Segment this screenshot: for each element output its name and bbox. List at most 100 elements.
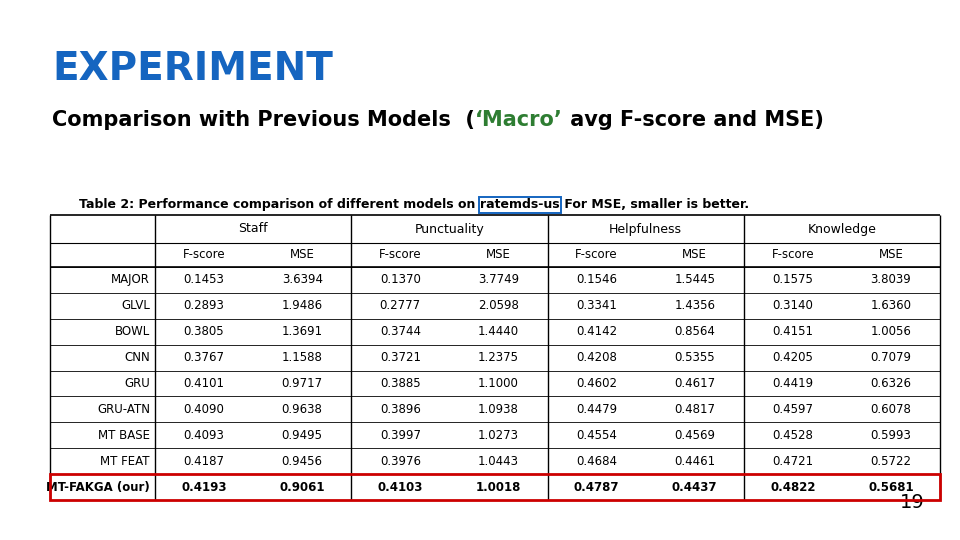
Text: F-score: F-score [575, 248, 618, 261]
Text: 0.2777: 0.2777 [380, 299, 420, 312]
Text: 1.4440: 1.4440 [478, 325, 519, 338]
Text: 1.0443: 1.0443 [478, 455, 519, 468]
Text: 0.3896: 0.3896 [380, 403, 420, 416]
Text: 0.3805: 0.3805 [183, 325, 225, 338]
Text: 0.1546: 0.1546 [576, 273, 617, 286]
Text: 0.8564: 0.8564 [674, 325, 715, 338]
Text: 0.1453: 0.1453 [183, 273, 225, 286]
Text: 1.0018: 1.0018 [476, 481, 521, 494]
Text: MT FEAT: MT FEAT [101, 455, 150, 468]
Text: 1.0938: 1.0938 [478, 403, 518, 416]
Text: 0.5993: 0.5993 [871, 429, 911, 442]
Text: MT BASE: MT BASE [98, 429, 150, 442]
Text: MAJOR: MAJOR [111, 273, 150, 286]
Bar [50, 474, 940, 500]
Text: 0.4093: 0.4093 [183, 429, 225, 442]
Text: 0.4208: 0.4208 [576, 351, 617, 364]
Text: F-score: F-score [379, 248, 421, 261]
Text: 0.4101: 0.4101 [183, 377, 225, 390]
Text: MSE: MSE [683, 248, 708, 261]
Text: ‘Macro’: ‘Macro’ [475, 110, 563, 130]
Text: 0.4419: 0.4419 [772, 377, 813, 390]
Text: 0.4205: 0.4205 [773, 351, 813, 364]
Text: MT-FAKGA (our): MT-FAKGA (our) [46, 481, 150, 494]
Text: 1.2375: 1.2375 [478, 351, 519, 364]
Text: 1.1588: 1.1588 [281, 351, 323, 364]
Text: 0.4187: 0.4187 [183, 455, 225, 468]
Text: 0.3721: 0.3721 [380, 351, 420, 364]
Text: 0.6326: 0.6326 [871, 377, 911, 390]
Text: 0.9717: 0.9717 [281, 377, 323, 390]
Text: 0.3997: 0.3997 [380, 429, 420, 442]
Text: MSE: MSE [290, 248, 315, 261]
Text: 0.1575: 0.1575 [773, 273, 813, 286]
Text: 0.4817: 0.4817 [674, 403, 715, 416]
Text: 2.0598: 2.0598 [478, 299, 518, 312]
Text: 1.0273: 1.0273 [478, 429, 519, 442]
Text: Helpfulness: Helpfulness [610, 222, 683, 235]
Text: 0.5681: 0.5681 [868, 481, 914, 494]
Text: Table 2: Performance comparison of different models on: Table 2: Performance comparison of diffe… [80, 198, 480, 211]
Text: EXPERIMENT: EXPERIMENT [52, 50, 333, 88]
Text: Knowledge: Knowledge [807, 222, 876, 235]
Text: BOWL: BOWL [115, 325, 150, 338]
Text: 0.4528: 0.4528 [773, 429, 813, 442]
Text: 1.4356: 1.4356 [674, 299, 715, 312]
Text: 0.9638: 0.9638 [281, 403, 323, 416]
Text: F-score: F-score [182, 248, 226, 261]
Text: F-score: F-score [772, 248, 814, 261]
Text: ratemds-us: ratemds-us [480, 198, 560, 211]
Text: 0.4437: 0.4437 [672, 481, 717, 494]
Text: 0.4090: 0.4090 [183, 403, 225, 416]
Text: 0.4602: 0.4602 [576, 377, 617, 390]
Text: 19: 19 [900, 493, 925, 512]
Text: 0.4142: 0.4142 [576, 325, 617, 338]
Text: 1.9486: 1.9486 [281, 299, 323, 312]
Text: 0.3341: 0.3341 [576, 299, 617, 312]
Text: 0.4721: 0.4721 [772, 455, 813, 468]
Text: GRU: GRU [124, 377, 150, 390]
Text: 1.3691: 1.3691 [281, 325, 323, 338]
Text: avg F-score and MSE): avg F-score and MSE) [563, 110, 824, 130]
Text: 0.4479: 0.4479 [576, 403, 617, 416]
Text: MSE: MSE [486, 248, 511, 261]
Text: GRU-ATN: GRU-ATN [97, 403, 150, 416]
Text: 0.9061: 0.9061 [279, 481, 324, 494]
Text: 0.5722: 0.5722 [871, 455, 911, 468]
Text: 3.6394: 3.6394 [281, 273, 323, 286]
Text: For MSE, smaller is better.: For MSE, smaller is better. [560, 198, 749, 211]
Text: 0.9456: 0.9456 [281, 455, 323, 468]
Text: 0.2893: 0.2893 [183, 299, 225, 312]
Text: 0.4103: 0.4103 [377, 481, 423, 494]
Text: 0.4822: 0.4822 [770, 481, 816, 494]
Text: 0.4151: 0.4151 [772, 325, 813, 338]
Text: 0.3744: 0.3744 [380, 325, 420, 338]
Text: 0.9495: 0.9495 [281, 429, 323, 442]
Text: Staff: Staff [238, 222, 268, 235]
Text: GLVL: GLVL [121, 299, 150, 312]
Text: 0.6078: 0.6078 [871, 403, 911, 416]
Text: 0.3767: 0.3767 [183, 351, 225, 364]
Text: 0.1370: 0.1370 [380, 273, 420, 286]
Text: 0.4684: 0.4684 [576, 455, 617, 468]
Text: 0.4617: 0.4617 [674, 377, 715, 390]
Text: 1.6360: 1.6360 [871, 299, 911, 312]
Text: 1.0056: 1.0056 [871, 325, 911, 338]
Text: 0.4193: 0.4193 [181, 481, 227, 494]
Bar [478, 197, 562, 213]
Text: 1.1000: 1.1000 [478, 377, 518, 390]
Text: Comparison with Previous Models  (: Comparison with Previous Models ( [52, 110, 475, 130]
Text: 3.7749: 3.7749 [478, 273, 519, 286]
Text: CNN: CNN [124, 351, 150, 364]
Text: 0.5355: 0.5355 [674, 351, 715, 364]
Text: 0.3140: 0.3140 [773, 299, 813, 312]
Text: 0.3885: 0.3885 [380, 377, 420, 390]
Text: 0.4554: 0.4554 [576, 429, 617, 442]
Text: 0.4461: 0.4461 [674, 455, 715, 468]
Text: 0.7079: 0.7079 [871, 351, 911, 364]
Text: 0.3976: 0.3976 [380, 455, 420, 468]
Text: Punctuality: Punctuality [415, 222, 484, 235]
Text: 1.5445: 1.5445 [674, 273, 715, 286]
Text: 0.4787: 0.4787 [574, 481, 619, 494]
Text: 0.4569: 0.4569 [674, 429, 715, 442]
